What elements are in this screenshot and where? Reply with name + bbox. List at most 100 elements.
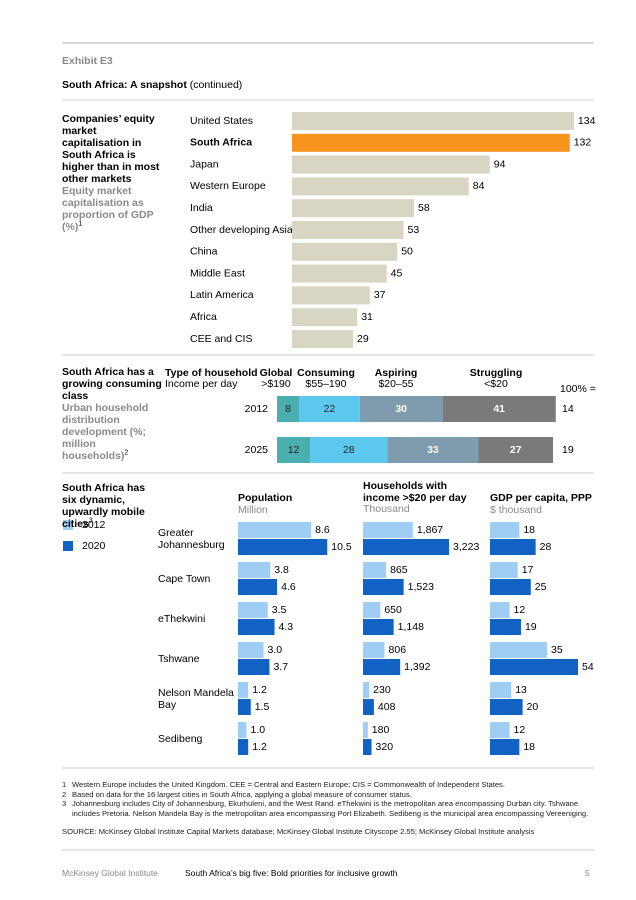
bar (238, 722, 247, 738)
footnote-text: Based on data for the 16 largest cities … (72, 789, 412, 799)
series-income: $55–190 (306, 378, 347, 390)
value-label: 865 (390, 564, 408, 576)
segment-label: 41 (493, 403, 505, 415)
footer-report: South Africa’s big five: Bold priorities… (185, 868, 398, 878)
bar (363, 642, 385, 658)
legend-swatch (63, 541, 73, 551)
bar (363, 602, 381, 618)
bar (363, 739, 372, 755)
segment (310, 437, 388, 463)
value-label: 1.0 (251, 724, 266, 736)
bar-label: South Africa (190, 137, 252, 149)
note-ref: 1 (78, 220, 83, 228)
bar (238, 522, 312, 538)
exhibit-label: Exhibit E3 (62, 55, 113, 67)
segment (277, 396, 300, 422)
segment (277, 437, 311, 463)
bar (490, 602, 510, 618)
bar (292, 221, 404, 239)
value-label: 1,392 (404, 661, 430, 673)
bar (292, 199, 415, 218)
legend-swatch (63, 520, 73, 530)
bar (292, 133, 570, 152)
section3-text: South Africa has six dynamic, upwardly m… (62, 482, 162, 530)
value-label: 4.3 (279, 621, 294, 633)
segment (442, 396, 556, 422)
bar (238, 579, 278, 595)
bar (490, 539, 536, 555)
bar (490, 739, 520, 755)
value-label: 20 (527, 701, 539, 713)
city-label: eThekwini (158, 612, 206, 625)
bar (490, 659, 579, 675)
section2-text: South Africa has a growing consuming cla… (62, 366, 162, 462)
bar (238, 539, 328, 555)
bar (238, 619, 275, 635)
bar (292, 330, 354, 348)
value-label: 4.6 (281, 581, 296, 593)
panel-unit: Million (238, 503, 268, 516)
bar (292, 177, 469, 196)
value-label: 230 (373, 684, 391, 696)
value-label: 17 (522, 564, 534, 576)
value-label: 408 (378, 701, 396, 713)
section-title: Companies’ equity market capitalisation … (62, 113, 160, 185)
value-label: 28 (540, 541, 552, 553)
panel-header: GDP per capita, PPP $ thousand (490, 492, 600, 516)
bar (490, 722, 510, 738)
series-name: Consuming (297, 367, 355, 379)
city-label: Tshwane (158, 652, 200, 665)
bar (238, 642, 264, 658)
city-label: Greater Johannesburg (158, 526, 225, 552)
section-subtitle: Equity market capitalisation as proporti… (62, 185, 154, 233)
bar (238, 739, 249, 755)
bar (363, 579, 404, 595)
bar (292, 308, 358, 327)
note-ref: 3 (88, 517, 93, 525)
bar (238, 602, 268, 618)
series-name: Struggling (470, 367, 523, 379)
value-label: 1,148 (398, 621, 424, 633)
bar (490, 619, 521, 635)
value-label: 84 (473, 180, 485, 192)
legend-label: 2012 (82, 519, 106, 531)
value-label: 180 (372, 724, 390, 736)
value-label: 806 (389, 644, 407, 656)
segment-label: 12 (288, 444, 300, 456)
bar (490, 522, 520, 538)
segment-label: 30 (395, 403, 407, 415)
bar (292, 264, 387, 283)
bar (238, 682, 249, 698)
note-ref: 2 (124, 449, 129, 457)
footer-publisher: McKinsey Global Institute (62, 868, 158, 878)
value-label: 320 (376, 741, 394, 753)
city-label: Sedibeng (158, 732, 203, 745)
segment-label: 33 (427, 444, 439, 456)
value-label: 50 (401, 246, 413, 258)
value-label: 3.5 (272, 604, 287, 616)
footnote: 3 Johannesburg includes City of Johannesb… (62, 799, 594, 818)
bar (490, 562, 518, 578)
bar (490, 699, 523, 715)
footnote: 1 Western Europe includes the United King… (62, 780, 594, 790)
series-name: Global (260, 367, 293, 379)
header: Type of household (165, 367, 258, 379)
segment (299, 396, 360, 422)
value-label: 31 (361, 311, 373, 323)
footnote-text: Western Europe includes the United Kingd… (72, 780, 505, 789)
city-label: Cape Town (158, 572, 211, 585)
footnote: 2 Based on data for the 16 largest cities… (62, 790, 594, 800)
footnote-number: 1 (62, 780, 67, 789)
segment-label: 22 (324, 403, 336, 415)
value-label: 45 (391, 267, 403, 279)
bar (238, 562, 271, 578)
bar (363, 722, 368, 738)
segment (478, 437, 553, 463)
value-label: 37 (374, 289, 386, 301)
panel-unit: $ thousand (490, 503, 542, 516)
panel-header: Households with income >$20 per day Thous… (363, 480, 483, 516)
total: 19 (562, 444, 574, 456)
bar (490, 579, 531, 595)
